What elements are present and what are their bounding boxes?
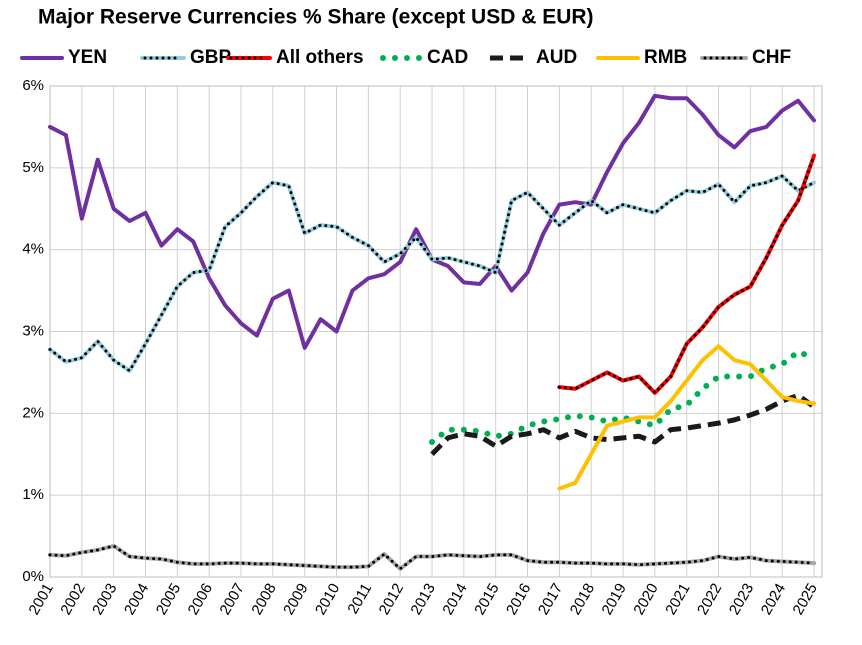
series-line: [430, 392, 816, 456]
y-tick-label: 1%: [22, 486, 44, 503]
y-tick-label: 2%: [22, 404, 44, 421]
legend-label: All others: [276, 47, 364, 68]
legend-label: YEN: [68, 47, 107, 68]
legend-label: CAD: [427, 47, 468, 68]
legend-label: GBP: [190, 47, 232, 68]
y-tick-label: 5%: [22, 159, 44, 176]
series-markers: [48, 544, 816, 571]
series-markers: [557, 154, 816, 396]
series-markers: [48, 174, 816, 373]
chart-title: Major Reserve Currencies % Share (except…: [38, 6, 594, 29]
legend-label: AUD: [536, 47, 577, 68]
y-tick-label: 3%: [22, 322, 44, 339]
y-tick-label: 0%: [22, 568, 44, 585]
series-line: [429, 348, 818, 445]
legend-label: RMB: [644, 47, 687, 68]
plot-frame: [49, 85, 823, 578]
legend-label: CHF: [752, 47, 791, 68]
y-tick-label: 4%: [22, 241, 44, 258]
series-line: [557, 344, 817, 491]
y-tick-label: 6%: [22, 77, 44, 94]
